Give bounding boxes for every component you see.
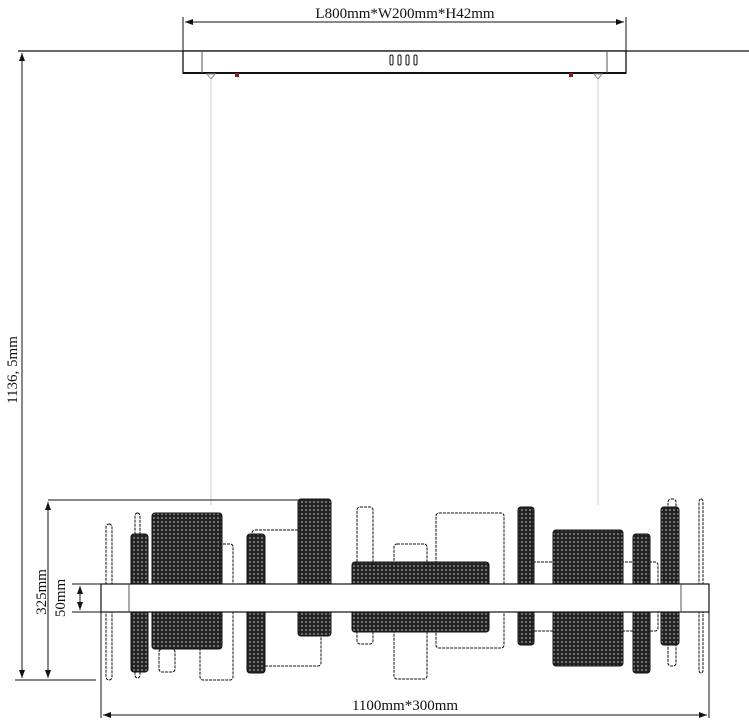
crystal-panel-dark bbox=[151, 512, 223, 650]
body-width-label: 1100mm*300mm bbox=[352, 698, 458, 714]
body-width-dimension: 1100mm*300mm bbox=[100, 612, 710, 718]
bar-height-dimension: 50mm bbox=[53, 579, 101, 618]
wire-clamp-icon bbox=[592, 73, 604, 80]
canopy-dimension: L800mm*W200mm*H42mm bbox=[182, 6, 627, 73]
crystal-panel-dark bbox=[297, 498, 332, 637]
light-bar bbox=[100, 583, 710, 613]
bar-height-label: 50mm bbox=[53, 579, 69, 618]
body-height-label: 325mm bbox=[34, 569, 50, 615]
canopy bbox=[18, 50, 749, 80]
body-height-dimension: 325mm bbox=[15, 499, 300, 681]
canopy-dimension-label: L800mm*W200mm*H42mm bbox=[315, 6, 494, 22]
crystal-panel-dark bbox=[660, 506, 680, 646]
screw-icon bbox=[569, 73, 573, 77]
screw-icon bbox=[235, 73, 239, 77]
total-height-label: 1136, 5mm bbox=[5, 336, 21, 404]
wire-clamp-icon bbox=[205, 73, 217, 80]
frame-panel-outline bbox=[158, 648, 176, 673]
total-height-dimension: 1136, 5mm bbox=[5, 53, 25, 678]
crystal-panel-dark bbox=[517, 506, 535, 646]
canopy-plate bbox=[182, 50, 627, 74]
vent-slots bbox=[389, 54, 418, 66]
